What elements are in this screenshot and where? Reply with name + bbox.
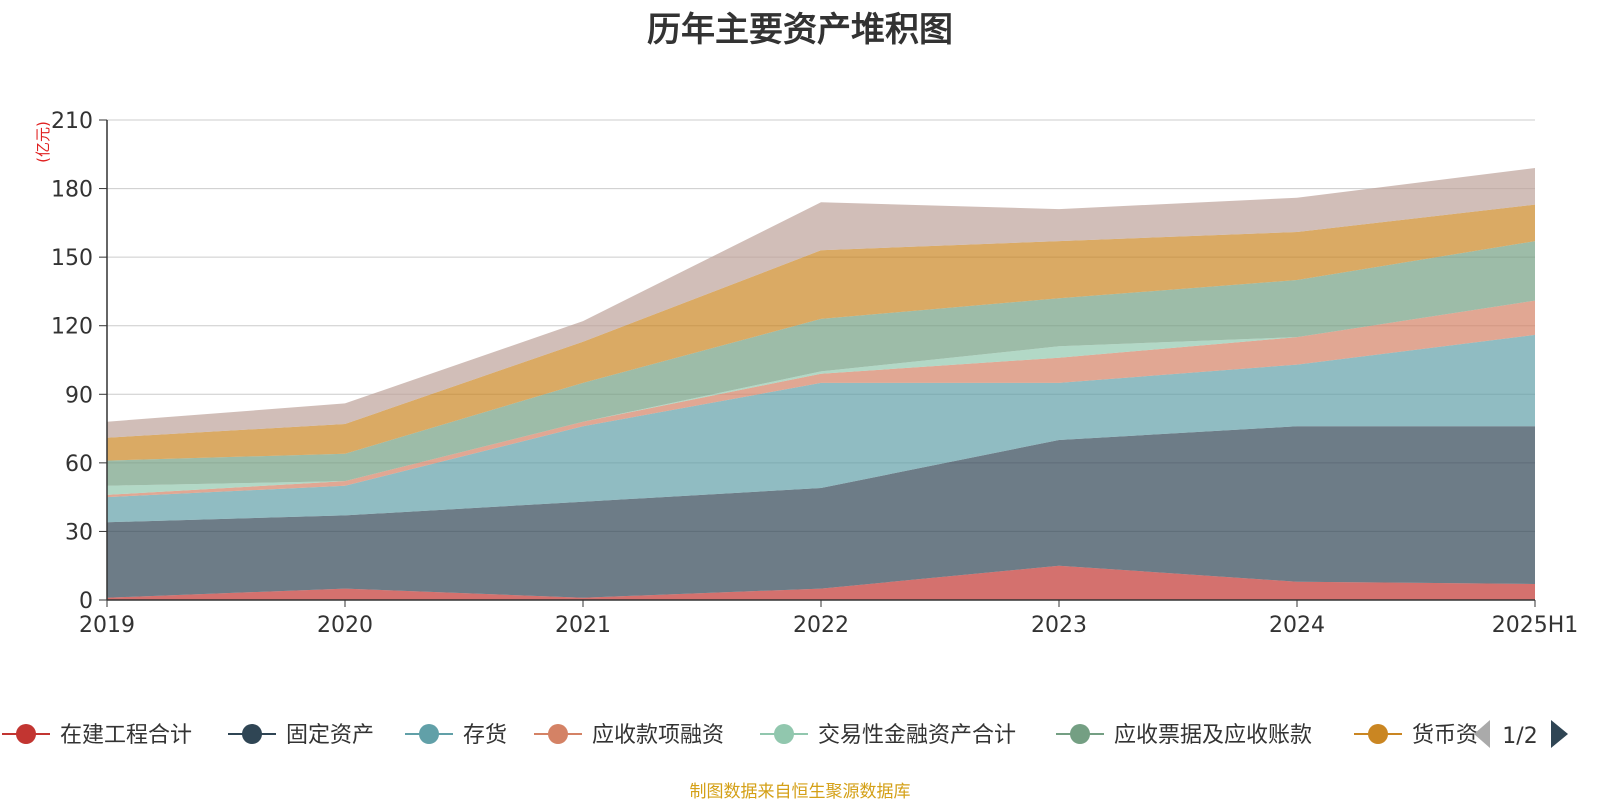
axes: (亿元) 0 30 60 90 120 150 180 210 2019 2020 2021 2022…: [34, 109, 1578, 638]
area-series-4: [107, 300, 1535, 498]
x-tick-label: 2025H1: [1492, 613, 1579, 638]
legend-marker-icon: [1368, 724, 1388, 744]
y-tick-label: 150: [51, 246, 93, 271]
x-tick-label: 2023: [1031, 613, 1087, 638]
legend-label: 在建工程合计: [60, 723, 192, 748]
y-tick-label: 120: [51, 315, 93, 340]
legend-label: 应收票据及应收账款: [1114, 723, 1312, 748]
legend-item[interactable]: 存货: [405, 723, 507, 748]
legend-label: 交易性金融资产合计: [818, 723, 1016, 748]
x-tick-label: 2019: [79, 613, 135, 638]
x-tick-label: 2022: [793, 613, 849, 638]
area-series-1: [107, 565, 1535, 600]
legend-item[interactable]: 应收票据及应收账款: [1056, 723, 1312, 748]
y-tick-label: 60: [65, 452, 93, 477]
x-tick-label: 2024: [1269, 613, 1325, 638]
legend-label: 应收款项融资: [592, 723, 724, 748]
area-series-2: [107, 426, 1535, 598]
area-series: [107, 168, 1535, 600]
legend-marker-icon: [242, 724, 262, 744]
data-source-note: 制图数据来自恒生聚源数据库: [689, 782, 911, 802]
legend-pager: 1/2: [1474, 720, 1568, 749]
legend-label: 固定资产: [286, 723, 374, 748]
legend-marker-icon: [419, 724, 439, 744]
legend-label: 货币资: [1412, 723, 1478, 748]
legend-next-icon[interactable]: [1551, 720, 1568, 748]
legend-prev-icon[interactable]: [1474, 720, 1490, 748]
legend-page-indicator: 1/2: [1502, 724, 1537, 749]
legend-marker-icon: [774, 724, 794, 744]
area-series-6: [107, 241, 1535, 486]
area-series-8: [107, 168, 1535, 438]
x-tick-label: 2020: [317, 613, 373, 638]
y-tick-label: 210: [51, 109, 93, 134]
legend-marker-icon: [548, 724, 568, 744]
y-tick-label: 180: [51, 178, 93, 203]
legend-item[interactable]: 在建工程合计: [2, 723, 192, 748]
legend-item[interactable]: 固定资产: [228, 723, 374, 748]
legend-item[interactable]: 货币资: [1354, 723, 1478, 748]
legend-item[interactable]: 应收款项融资: [534, 723, 724, 748]
legend-label: 存货: [463, 723, 507, 748]
legend-marker-icon: [16, 724, 36, 744]
area-series-3: [107, 334, 1535, 523]
y-tick-label: 30: [65, 520, 93, 545]
x-tick-label: 2021: [555, 613, 611, 638]
y-axis-unit-label: (亿元): [34, 121, 52, 163]
y-tick-label: 90: [65, 383, 93, 408]
chart-title: 历年主要资产堆积图: [647, 10, 953, 50]
legend-marker-icon: [1070, 724, 1090, 744]
legend[interactable]: 在建工程合计 固定资产 存货 应收款项融资 交易性金融资产合计 应收票据及应收账款 货币资: [2, 723, 1478, 748]
area-series-7: [107, 204, 1535, 461]
y-tick-label: 0: [79, 589, 93, 614]
legend-item[interactable]: 交易性金融资产合计: [760, 723, 1016, 748]
